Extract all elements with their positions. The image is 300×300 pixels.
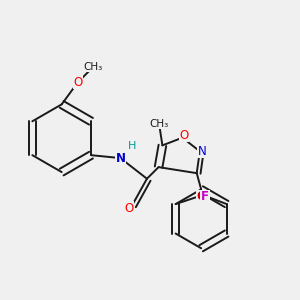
Text: H: H bbox=[128, 141, 136, 151]
Text: Cl: Cl bbox=[197, 190, 209, 203]
Text: O: O bbox=[124, 202, 133, 215]
Text: F: F bbox=[201, 190, 208, 203]
Text: O: O bbox=[179, 129, 188, 142]
Text: CH₃: CH₃ bbox=[84, 62, 103, 72]
Text: N: N bbox=[116, 152, 125, 165]
Text: O: O bbox=[73, 76, 83, 89]
Text: N: N bbox=[198, 145, 206, 158]
Text: CH₃: CH₃ bbox=[150, 119, 169, 129]
